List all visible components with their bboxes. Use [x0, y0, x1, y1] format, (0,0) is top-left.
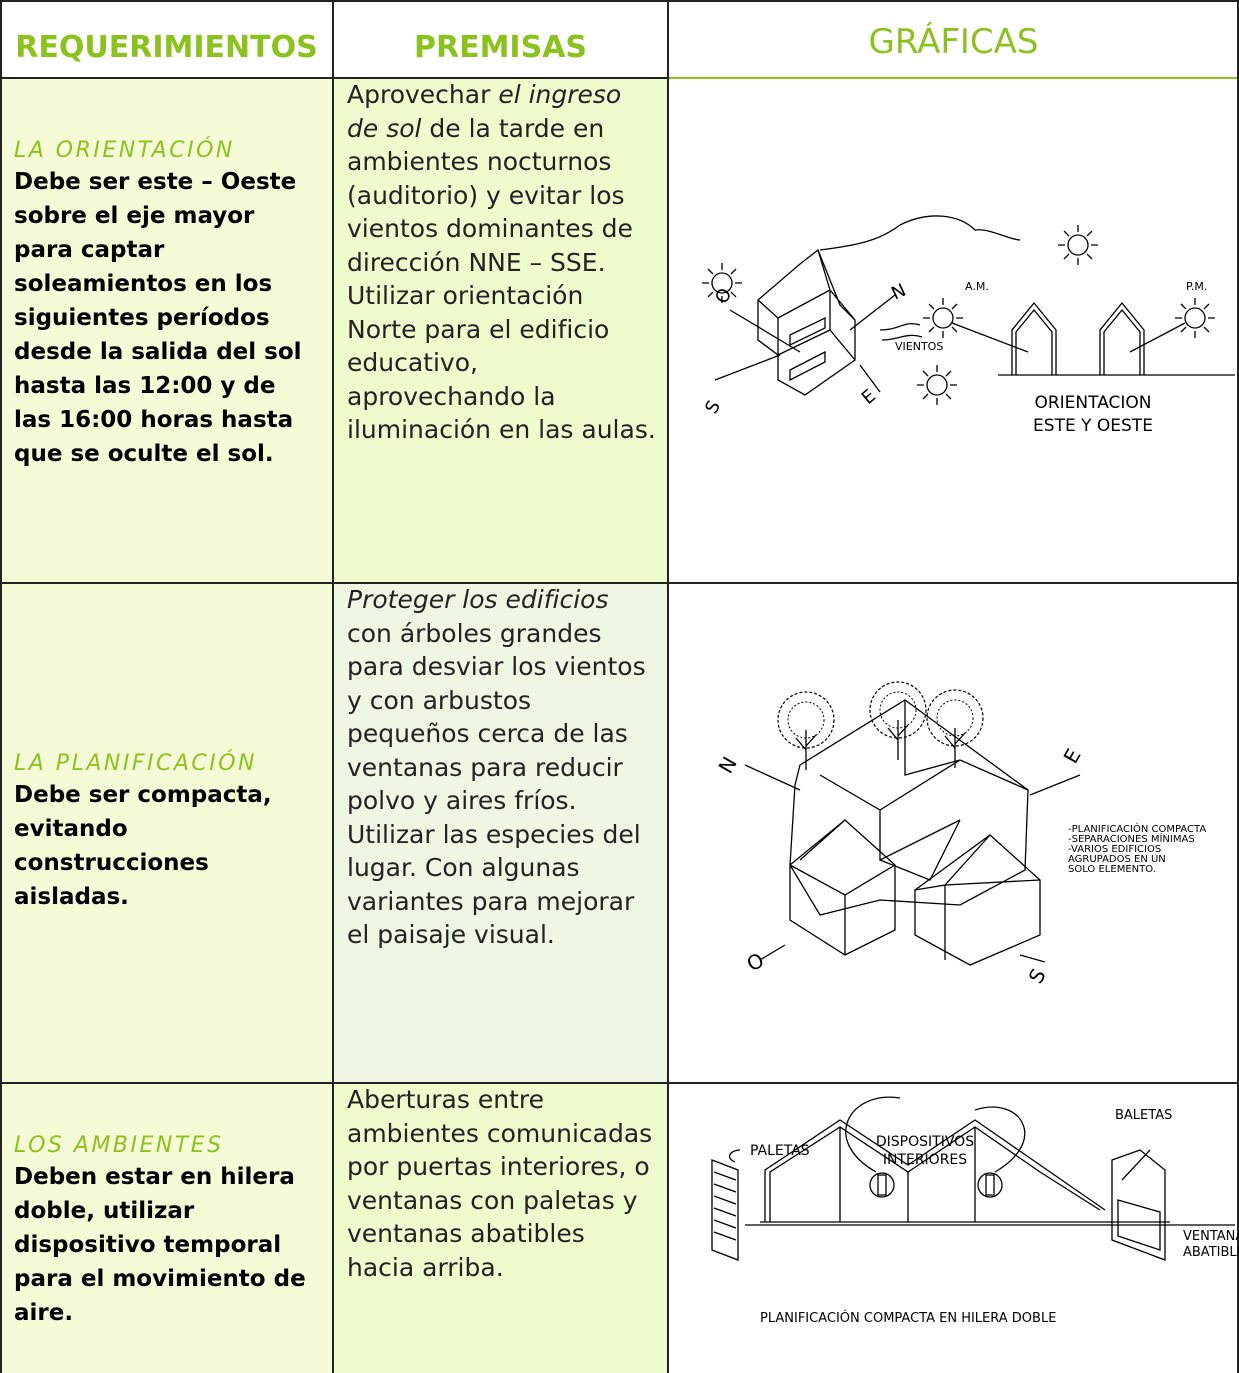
- requirement-cell: LA ORIENTACIÓN Debe ser este – Oeste sob…: [0, 78, 333, 583]
- border: [332, 0, 334, 1373]
- border: [0, 77, 668, 79]
- border: [668, 77, 1239, 79]
- border: [1237, 0, 1239, 1373]
- premise-text: Aberturas entre ambientes comunicadas po…: [347, 1085, 653, 1282]
- planning-sketch: N E O S -PLANIFICACIÓN COMPACTA -SEPARAC…: [714, 681, 1206, 988]
- graphic-label: E: [1059, 745, 1086, 768]
- premise-cell: Proteger los edificios con árboles grand…: [333, 583, 668, 1083]
- topic: LA PLANIFICACIÓN: [14, 751, 257, 776]
- requirement-cell: LOS AMBIENTES Deben estar en hilera dobl…: [0, 1083, 333, 1373]
- graphic-label: N: [714, 753, 742, 778]
- graphic-label: ORIENTACION: [1034, 393, 1151, 413]
- graphic-label: BALETAS: [1115, 1108, 1172, 1123]
- rooms-sketch: BALETAS PALETAS DISPOSITIVOS INTERIORES …: [711, 1096, 1239, 1326]
- header-premises: PREMISAS: [413, 30, 588, 65]
- border: [0, 582, 1239, 584]
- graphic-label: INTERIORES: [883, 1152, 967, 1168]
- topic: LOS AMBIENTES: [14, 1133, 224, 1158]
- graphic-label: ABATIBLE: [1183, 1245, 1239, 1260]
- requirement-cell: LA PLANIFICACIÓN Debe ser compacta, evit…: [0, 583, 333, 1083]
- header-requirements: REQUERIMIENTOS: [15, 30, 318, 65]
- premise-cell: Aprovechar el ingreso de sol de la tarde…: [333, 78, 668, 583]
- requirement-text: Deben estar en hilera doble, utilizar di…: [14, 1164, 306, 1326]
- border: [667, 0, 669, 1373]
- orientation-sketch: O N S E VIENTOS A.M. P.M. ORIENTACION ES…: [701, 215, 1235, 436]
- graphic-label: VIENTOS: [895, 340, 943, 353]
- graphic-label: -PLANIFICACIÓN COMPACTA: [1068, 822, 1206, 835]
- requirement-text: Debe ser este – Oeste sobre el eje mayor…: [14, 169, 302, 467]
- graphic-label: S: [701, 397, 725, 417]
- graphic-label: VENTANA: [1183, 1229, 1239, 1244]
- graphic-label: O: [711, 285, 736, 308]
- graphic-label: P.M.: [1186, 280, 1207, 293]
- graphic-label: SOLO ELEMENTO.: [1068, 864, 1156, 875]
- premise-text: de la tarde en ambientes nocturnos (audi…: [347, 113, 656, 445]
- graphic-label: ESTE Y OESTE: [1033, 416, 1153, 436]
- premise-text: con árboles grandes para desviar los vie…: [347, 618, 646, 950]
- topic: LA ORIENTACIÓN: [14, 138, 235, 163]
- requirement-text: Debe ser compacta, evitando construccion…: [14, 782, 272, 910]
- graphic-label: DISPOSITIVOS: [876, 1134, 974, 1150]
- border: [0, 0, 1239, 2]
- graphic-label: -SEPARACIONES MÍNIMAS: [1068, 832, 1195, 845]
- graphic-label: N: [888, 280, 909, 305]
- border: [0, 1082, 1239, 1084]
- graphic-label: AGRUPADOS EN UN: [1068, 854, 1166, 865]
- premise-cell: Aberturas entre ambientes comunicadas po…: [333, 1083, 668, 1373]
- graphic-label: PALETAS: [750, 1143, 810, 1159]
- graphic-label: O: [743, 948, 769, 977]
- header-graphics: GRÁFICAS: [868, 22, 1039, 62]
- border: [0, 0, 2, 1373]
- premise-text: Proteger los edificios: [347, 585, 609, 614]
- premise-text: Aprovechar: [347, 80, 499, 109]
- graphic-label: E: [858, 385, 880, 408]
- graphic-label: S: [1024, 964, 1051, 987]
- premise-text: el ingreso de sol: [347, 80, 622, 143]
- graphic-label: PLANIFICACIÓN COMPACTA EN HILERA DOBLE: [760, 1310, 1056, 1326]
- graphic-label: -VARIOS EDIFICIOS: [1068, 844, 1161, 855]
- graphic-label: A.M.: [965, 280, 989, 293]
